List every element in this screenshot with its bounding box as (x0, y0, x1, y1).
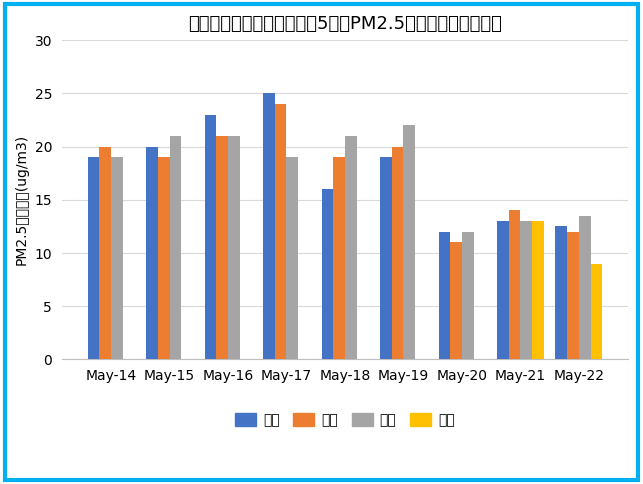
Bar (170, 136, 181, 360)
Bar (403, 125, 415, 360)
Bar (333, 157, 345, 360)
Bar (450, 242, 462, 360)
Legend: 線西, 彰化, 二林, 大城: 線西, 彰化, 二林, 大城 (230, 408, 460, 433)
Bar (146, 147, 158, 360)
Bar (228, 136, 240, 360)
Bar (87, 157, 99, 360)
Bar (556, 227, 567, 360)
Bar (322, 189, 333, 360)
Bar (216, 136, 228, 360)
Bar (509, 211, 520, 360)
Bar (392, 147, 403, 360)
Bar (520, 221, 532, 360)
Bar (497, 221, 509, 360)
Bar (111, 157, 123, 360)
Bar (532, 221, 544, 360)
Bar (462, 232, 474, 360)
Bar (99, 147, 111, 360)
Y-axis label: PM2.5月平均值(ug/m3): PM2.5月平均值(ug/m3) (15, 134, 29, 265)
Bar (380, 157, 392, 360)
Bar (263, 93, 275, 360)
Bar (579, 216, 590, 360)
Bar (345, 136, 357, 360)
Bar (204, 115, 216, 360)
Title: 彰化縣境內環保署測站歷年5月份PM2.5月平均值趨勢變化圖: 彰化縣境內環保署測站歷年5月份PM2.5月平均值趨勢變化圖 (188, 15, 502, 33)
Bar (567, 232, 579, 360)
Bar (275, 104, 287, 360)
Bar (158, 157, 170, 360)
Bar (590, 264, 602, 360)
Bar (287, 157, 298, 360)
Bar (439, 232, 450, 360)
